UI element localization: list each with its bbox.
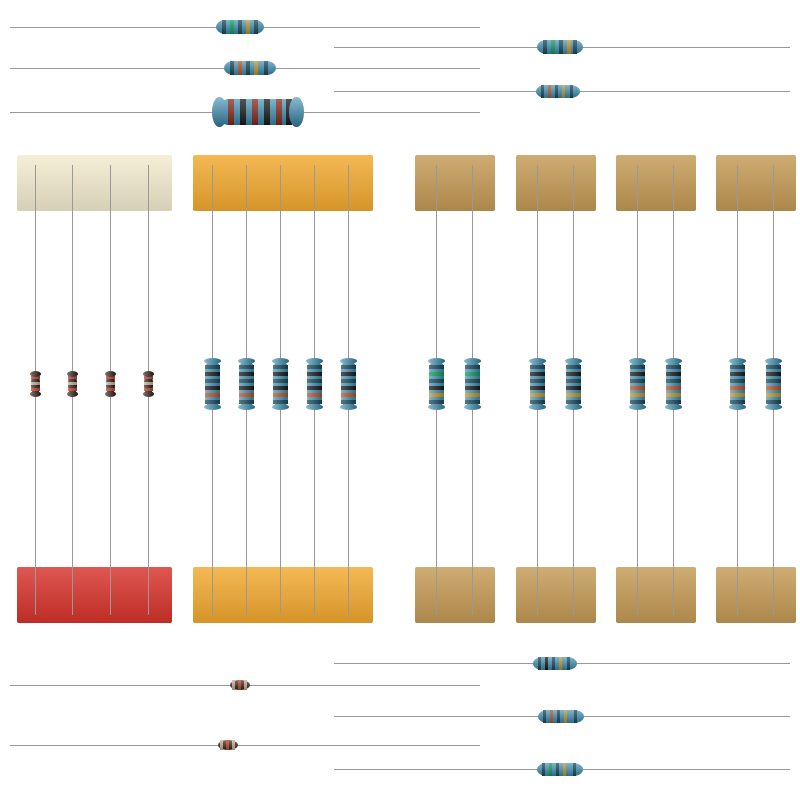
diode-h-2-lead: [10, 745, 480, 746]
resistor-group-3-tape_top: [415, 155, 495, 211]
resistor-h-4-body: [537, 40, 583, 54]
resistor-group-3-body-1: [465, 360, 480, 408]
resistor-group-4-tape_bottom: [516, 567, 596, 623]
resistor-group-2-tape_top: [193, 155, 373, 211]
resistor-group-2-body-2: [273, 360, 288, 408]
resistor-group-2-body-4: [341, 360, 356, 408]
resistor-h-3-large-body: [218, 99, 298, 125]
resistor-group-6-tape_top: [716, 155, 796, 211]
resistor-group-2-body-0: [205, 360, 220, 408]
resistor-h-2-body: [224, 61, 276, 75]
resistor-group-5-tape_top: [616, 155, 696, 211]
resistor-h-5-body: [536, 85, 580, 98]
resistor-group-5-tape_bottom: [616, 567, 696, 623]
resistor-group-6-body-1: [766, 360, 781, 408]
resistor-group-2-tape_bottom: [193, 567, 373, 623]
resistor-group-3-tape_bottom: [415, 567, 495, 623]
diode-h-1-body: [230, 680, 250, 690]
resistor-group-6-body-0: [730, 360, 745, 408]
resistor-group-4-body-0: [530, 360, 545, 408]
resistor-h-7-body: [538, 710, 584, 723]
resistor-group-4-body-1: [566, 360, 581, 408]
resistor-group-5-body-0: [630, 360, 645, 408]
component-diagram: [0, 0, 800, 800]
resistor-group-2-body-3: [307, 360, 322, 408]
diode-h-2-body: [218, 740, 238, 750]
resistor-group-3-body-0: [429, 360, 444, 408]
resistor-group-5-body-1: [666, 360, 681, 408]
resistor-group-6-tape_bottom: [716, 567, 796, 623]
resistor-h-6-body: [533, 657, 577, 670]
resistor-group-4-tape_top: [516, 155, 596, 211]
resistor-h-8-body: [537, 763, 583, 776]
resistor-group-2-body-1: [239, 360, 254, 408]
resistor-h-1-body: [216, 20, 264, 34]
